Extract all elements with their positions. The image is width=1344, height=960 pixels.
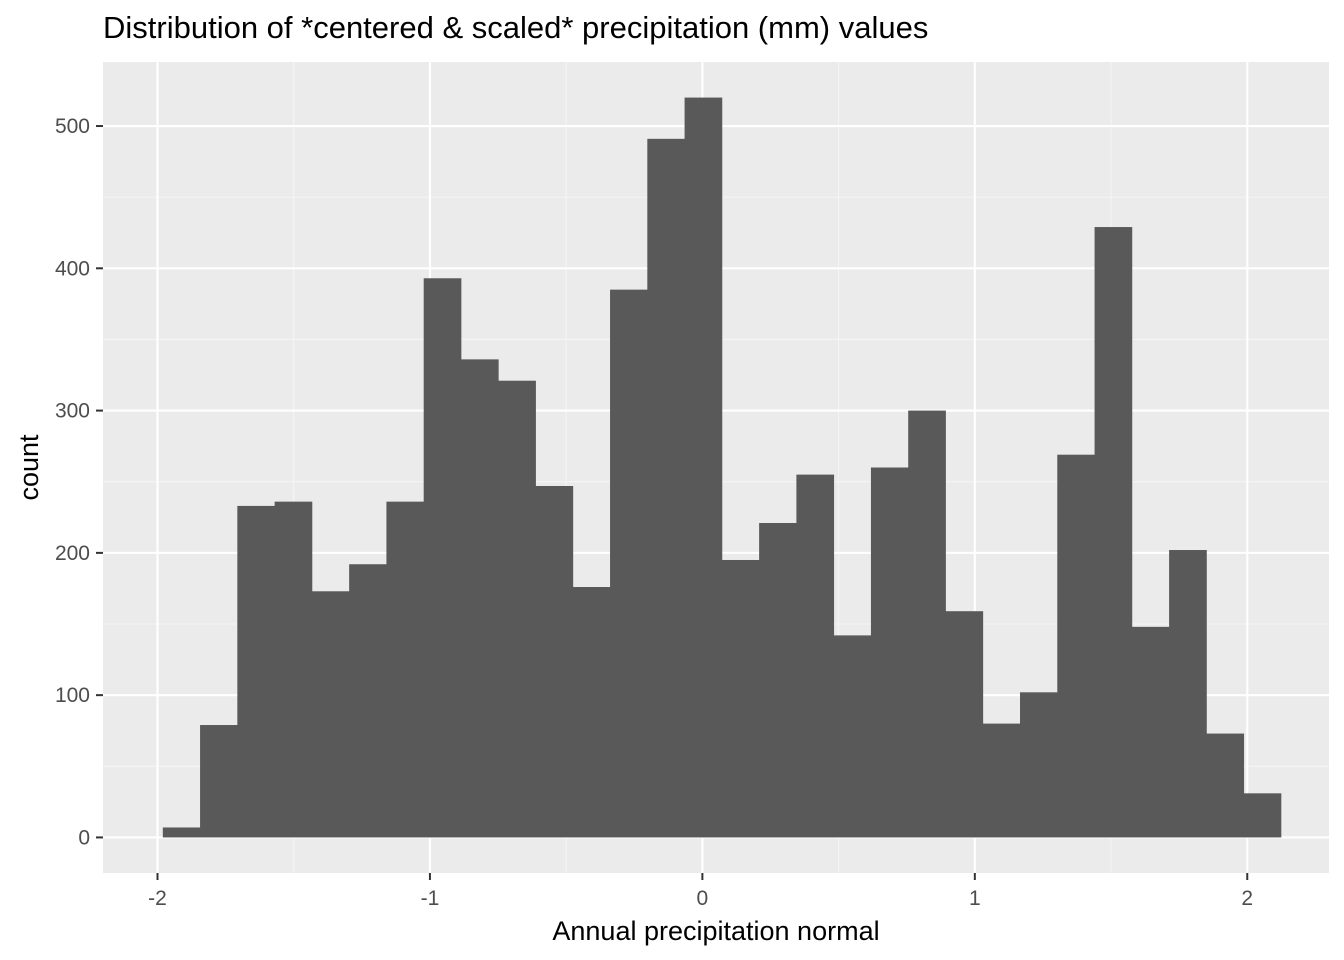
y-tick-label: 300	[55, 400, 90, 423]
histogram-bar	[721, 559, 760, 838]
y-axis: 0 100 200 300 400 500	[55, 115, 103, 849]
histogram-bar	[274, 501, 313, 838]
x-axis-title: Annual precipitation normal	[552, 916, 879, 946]
histogram-bar	[1169, 550, 1207, 838]
x-tick-label: -1	[421, 887, 440, 910]
bars	[162, 97, 1282, 838]
y-tick-label: 0	[78, 826, 90, 849]
histogram-bar	[1020, 692, 1058, 838]
histogram-bar	[200, 725, 238, 838]
y-tick-label: 200	[55, 542, 90, 565]
x-tick-label: 0	[697, 887, 709, 910]
histogram-bar	[1057, 454, 1095, 838]
x-tick-label: 2	[1241, 887, 1253, 910]
histogram-bar	[423, 278, 462, 838]
histogram-bar	[1206, 733, 1245, 838]
x-tick-label: 1	[969, 887, 981, 910]
histogram-bar	[945, 611, 984, 838]
y-tick-label: 100	[55, 684, 90, 707]
histogram-bar	[1243, 793, 1282, 838]
histogram-bar	[572, 587, 611, 838]
histogram-bar	[870, 467, 909, 838]
x-tick-label: -2	[148, 887, 167, 910]
histogram-bar	[349, 564, 387, 838]
histogram-bar	[1094, 227, 1133, 838]
histogram-bar	[460, 359, 499, 838]
histogram-bar	[1131, 626, 1170, 838]
histogram-bar	[796, 474, 835, 838]
y-axis-title: count	[14, 434, 44, 501]
histogram-bar	[386, 501, 425, 838]
histogram-bar	[908, 410, 946, 838]
y-tick-label: 500	[55, 115, 90, 138]
histogram-bar	[833, 635, 872, 838]
histogram-bar	[535, 485, 574, 838]
y-tick-label: 400	[55, 257, 90, 280]
histogram-bar	[647, 138, 685, 838]
histogram-bar	[982, 723, 1021, 838]
histogram-bar	[237, 505, 276, 838]
x-axis: -2 -1 0 1 2	[148, 873, 1253, 910]
histogram-bar	[498, 380, 536, 838]
histogram-bar	[684, 97, 723, 838]
histogram-bar	[162, 827, 201, 838]
histogram-bar	[311, 591, 350, 838]
histogram-bar	[610, 289, 648, 838]
histogram-bar	[759, 522, 797, 838]
chart-title: Distribution of *centered & scaled* prec…	[103, 10, 929, 45]
